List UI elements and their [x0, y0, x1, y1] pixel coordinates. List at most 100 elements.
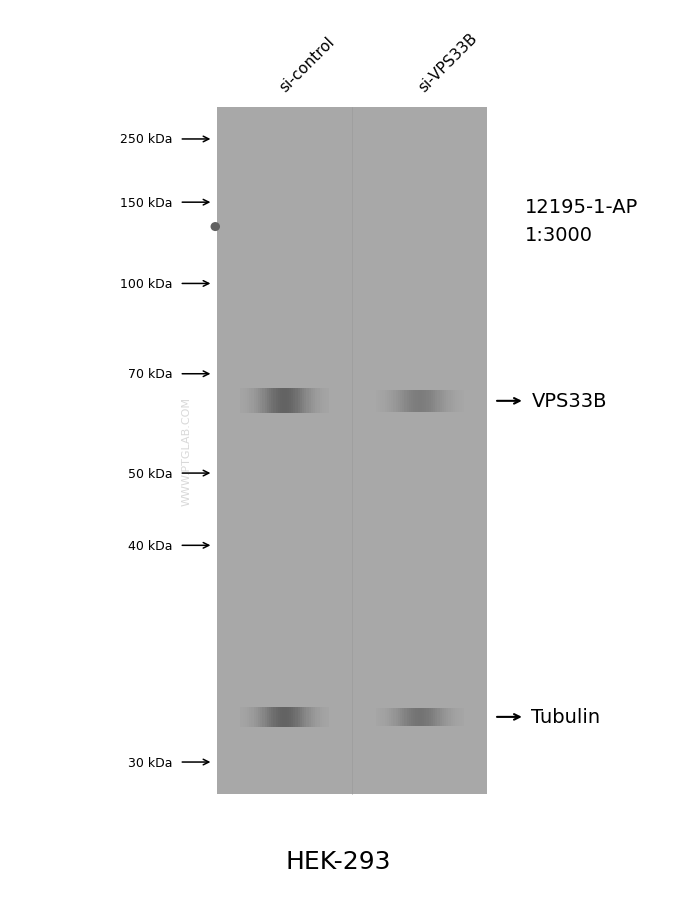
- Bar: [389, 708, 392, 726]
- Bar: [324, 707, 327, 727]
- Bar: [244, 389, 248, 414]
- Bar: [288, 707, 292, 727]
- Bar: [383, 708, 385, 726]
- Bar: [251, 389, 254, 414]
- Bar: [415, 391, 418, 412]
- Bar: [295, 389, 298, 414]
- Bar: [253, 389, 257, 414]
- Bar: [247, 389, 250, 414]
- Bar: [435, 708, 438, 726]
- Text: 250 kDa: 250 kDa: [120, 133, 173, 146]
- Bar: [383, 391, 385, 412]
- Bar: [304, 389, 307, 414]
- Bar: [441, 708, 445, 726]
- Bar: [256, 389, 259, 414]
- Bar: [240, 389, 243, 414]
- Bar: [376, 708, 378, 726]
- Bar: [297, 707, 301, 727]
- Bar: [429, 708, 431, 726]
- Bar: [422, 391, 425, 412]
- Bar: [306, 389, 309, 414]
- Bar: [446, 708, 449, 726]
- Bar: [397, 708, 401, 726]
- Bar: [435, 391, 438, 412]
- Bar: [393, 708, 396, 726]
- Bar: [258, 707, 261, 727]
- Bar: [437, 391, 440, 412]
- Bar: [455, 391, 458, 412]
- Bar: [269, 389, 271, 414]
- Bar: [439, 391, 443, 412]
- Ellipse shape: [211, 223, 220, 232]
- Bar: [404, 708, 407, 726]
- Bar: [280, 707, 283, 727]
- Text: 100 kDa: 100 kDa: [120, 278, 173, 290]
- Bar: [411, 708, 414, 726]
- Bar: [242, 707, 245, 727]
- Bar: [429, 391, 431, 412]
- Bar: [288, 389, 292, 414]
- Bar: [293, 389, 296, 414]
- Text: WWW.PTGLAB.COM: WWW.PTGLAB.COM: [181, 397, 191, 505]
- Bar: [240, 707, 243, 727]
- Bar: [415, 708, 418, 726]
- Text: 30 kDa: 30 kDa: [128, 756, 173, 769]
- Bar: [293, 707, 296, 727]
- Bar: [313, 707, 315, 727]
- Bar: [406, 708, 410, 726]
- Bar: [276, 389, 278, 414]
- Bar: [389, 391, 392, 412]
- Bar: [320, 389, 322, 414]
- Bar: [302, 389, 305, 414]
- Bar: [267, 389, 269, 414]
- Bar: [265, 707, 267, 727]
- Bar: [269, 707, 271, 727]
- Bar: [260, 707, 263, 727]
- Bar: [444, 708, 447, 726]
- Bar: [315, 389, 318, 414]
- Bar: [451, 391, 454, 412]
- Bar: [395, 391, 398, 412]
- Bar: [420, 708, 422, 726]
- Bar: [422, 708, 425, 726]
- Bar: [300, 707, 303, 727]
- Bar: [391, 391, 394, 412]
- Bar: [391, 708, 394, 726]
- Bar: [424, 391, 427, 412]
- Bar: [271, 707, 274, 727]
- Bar: [217, 108, 487, 794]
- Bar: [376, 391, 378, 412]
- Bar: [267, 707, 269, 727]
- Bar: [444, 391, 447, 412]
- Bar: [309, 389, 311, 414]
- Bar: [256, 707, 259, 727]
- Bar: [418, 391, 420, 412]
- Bar: [431, 391, 433, 412]
- Bar: [276, 707, 278, 727]
- Bar: [320, 707, 322, 727]
- Bar: [318, 707, 320, 727]
- Bar: [385, 391, 387, 412]
- Bar: [433, 708, 436, 726]
- Bar: [309, 707, 311, 727]
- Bar: [409, 391, 412, 412]
- Bar: [282, 707, 285, 727]
- Bar: [286, 389, 290, 414]
- Bar: [300, 389, 303, 414]
- Bar: [462, 708, 464, 726]
- Bar: [427, 391, 429, 412]
- Text: 40 kDa: 40 kDa: [128, 539, 173, 552]
- Bar: [385, 708, 387, 726]
- Bar: [306, 707, 309, 727]
- Text: Tubulin: Tubulin: [531, 707, 600, 727]
- Bar: [251, 707, 254, 727]
- Bar: [380, 391, 383, 412]
- Bar: [413, 708, 416, 726]
- Text: 150 kDa: 150 kDa: [120, 197, 173, 209]
- Bar: [280, 389, 283, 414]
- Bar: [284, 707, 287, 727]
- Text: 50 kDa: 50 kDa: [128, 467, 173, 480]
- Bar: [427, 708, 429, 726]
- Bar: [453, 708, 456, 726]
- Bar: [395, 708, 398, 726]
